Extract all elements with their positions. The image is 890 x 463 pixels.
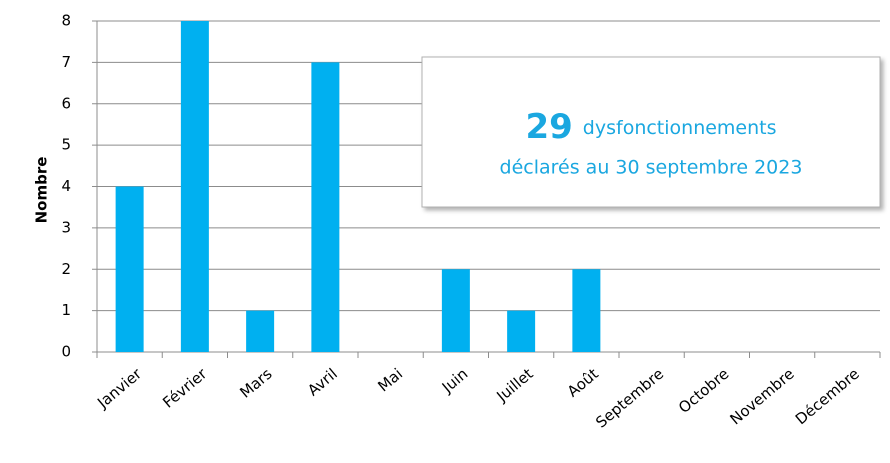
x-tick-label: Août [564, 365, 602, 401]
annotation-box [421, 56, 881, 208]
annotation-number: 29 [525, 107, 572, 147]
x-tick-label: Octobre [675, 365, 732, 417]
bar [311, 62, 340, 352]
x-tick-label: Juillet [492, 365, 536, 406]
x-tick-label: Mars [236, 365, 275, 402]
bar [507, 310, 536, 352]
x-tick-label: Novembre [726, 365, 797, 429]
annotation-line1: dysfonctionnements [583, 117, 777, 139]
y-tick-label: 2 [61, 260, 71, 278]
bar [572, 269, 601, 352]
x-tick-label: Décembre [792, 365, 863, 429]
y-tick-label: 0 [61, 343, 71, 361]
y-tick-label: 7 [61, 53, 71, 71]
y-tick-label: 3 [61, 218, 71, 236]
x-tick-label: Septembre [592, 365, 667, 432]
y-tick-label: 8 [61, 12, 71, 30]
x-tick-label: Janvier [93, 364, 145, 412]
x-tick-label: Avril [304, 365, 341, 400]
y-tick-label: 1 [61, 301, 71, 319]
y-tick-label: 5 [61, 136, 71, 154]
x-tick-label: Juin [438, 365, 471, 397]
y-axis-label: Nombre [33, 157, 51, 224]
bar [180, 21, 209, 352]
x-tick-label: Février [159, 364, 211, 412]
y-tick-label: 4 [61, 177, 71, 195]
y-tick-label: 6 [61, 94, 71, 112]
bar [115, 186, 144, 352]
annotation-line2: déclarés au 30 septembre 2023 [500, 157, 803, 179]
annotation: 29 dysfonctionnements [525, 107, 776, 147]
x-tick-label: Mai [374, 365, 406, 396]
bar [441, 269, 470, 352]
bar [246, 310, 275, 352]
